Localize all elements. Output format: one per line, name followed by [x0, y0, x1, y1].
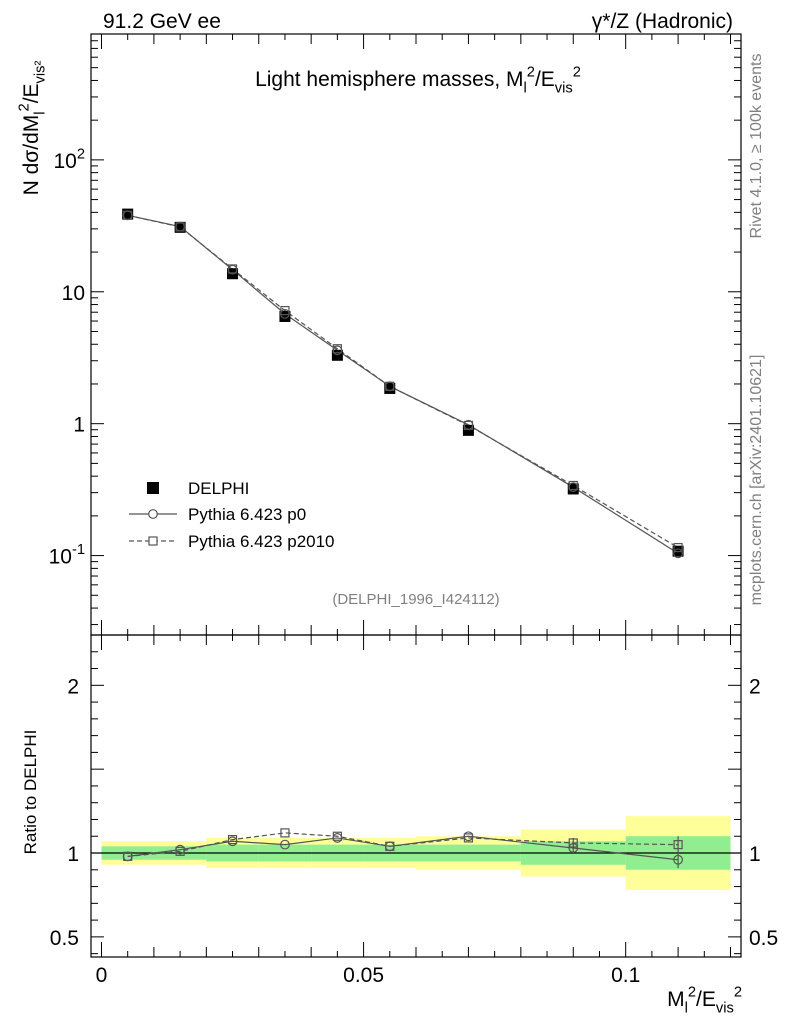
p0-point — [332, 345, 343, 356]
legend-label: Pythia 6.423 p0 — [188, 505, 306, 524]
legend-marker-p2010 — [148, 536, 158, 546]
ratio-p2010-point — [280, 828, 290, 838]
y-tick-label: 102 — [53, 146, 85, 172]
analysis-watermark: (DELPHI_1996_I424112) — [332, 591, 499, 608]
ratio-plot-frame — [90, 634, 742, 958]
ratio-p2010-point — [568, 838, 578, 848]
ratio-p0-point — [673, 854, 683, 865]
x-axis-label: Ml2/Evis2 — [667, 985, 742, 1017]
main-plot-panel: Light hemisphere masses, Ml2/Evis2 N dσ/d… — [17, 33, 742, 636]
p0-point — [280, 308, 290, 319]
p0-point — [384, 381, 395, 392]
p0-point — [227, 264, 238, 275]
y-tick-label: 1 — [73, 414, 85, 437]
p0-point — [175, 221, 186, 232]
plot-title: Light hemisphere masses, Ml2/Evis2 — [255, 65, 581, 97]
delphi-data-point — [174, 221, 186, 233]
ratio-p0-point — [568, 843, 579, 853]
ratio-p2010-point — [673, 840, 683, 850]
y-axis-label: N dσ/dMl2/Evis² — [17, 61, 49, 196]
ratio-plot-panel: 0.5 0.5 1 1 2 2 0 0.05 0.1 Ratio to DELPHI Ml2/Evi… — [21, 634, 778, 1017]
ratio-y-tick-label-right: 0.5 — [749, 927, 778, 950]
p2010-point — [673, 542, 683, 553]
rivet-version-label: Rivet 4.1.0, ≥ 100k events — [748, 54, 765, 239]
delphi-data-point — [384, 382, 396, 394]
ratio-y-tick-label: 1 — [67, 843, 79, 866]
ratio-y-tick-label-right: 2 — [749, 675, 761, 698]
ratio-p0-point — [227, 836, 238, 847]
series-line-2 — [127, 214, 679, 549]
ratio-line-2 — [127, 832, 679, 857]
ratio-y-tick-label: 2 — [67, 675, 79, 698]
p0-point — [463, 419, 474, 430]
process-label: γ*/Z (Hadronic) — [592, 10, 733, 33]
legend-label: DELPHI — [188, 479, 249, 498]
legend-marker-p0 — [148, 509, 158, 519]
ratio-y-axis-label: Ratio to DELPHI — [21, 730, 40, 855]
delphi-data-point — [122, 208, 134, 220]
delphi-data-point — [279, 310, 291, 322]
ratio-y-tick-label: 0.5 — [50, 927, 79, 950]
ratio-p0-point — [122, 851, 133, 862]
ratio-line-1 — [127, 835, 679, 861]
x-tick-label: 0.1 — [611, 964, 640, 987]
p2010-point — [280, 305, 290, 316]
p0-point — [568, 482, 579, 493]
energy-label: 91.2 GeV ee — [103, 10, 221, 33]
ratio-p0-point — [332, 833, 343, 843]
delphi-data-point — [331, 349, 343, 361]
ratio-p0-point — [463, 831, 474, 842]
ratio-y-tick-label-right: 1 — [749, 843, 761, 866]
mcplots-label: mcplots.cern.ch [arXiv:2401.10621] — [748, 355, 765, 606]
p0-point — [673, 548, 683, 559]
delphi-data-point — [462, 424, 474, 436]
y-tick-label: 10 — [62, 282, 85, 305]
series-line-1 — [127, 214, 679, 554]
p0-point — [122, 210, 133, 221]
ratio-p0-point — [384, 841, 395, 852]
legend-label: Pythia 6.423 p2010 — [188, 532, 335, 551]
x-tick-label: 0.05 — [343, 964, 384, 987]
ratio-p0-point — [280, 839, 290, 850]
legend-marker-delphi — [147, 482, 159, 494]
x-tick-label: 0 — [96, 964, 108, 987]
ratio-p0-point — [175, 844, 186, 855]
y-tick-label: 10-1 — [49, 542, 85, 568]
